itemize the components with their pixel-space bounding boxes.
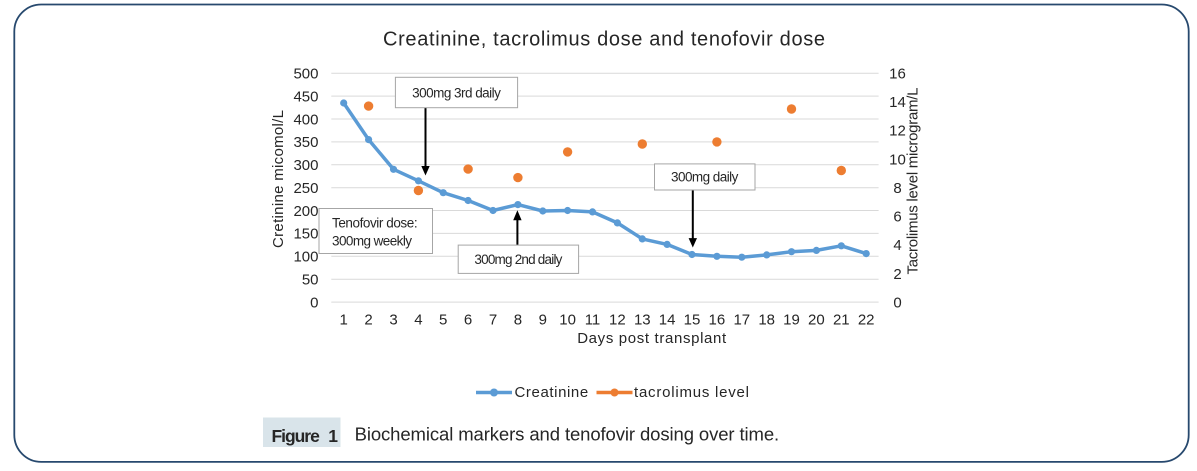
svg-text:10: 10 — [889, 151, 906, 168]
svg-text:50: 50 — [302, 272, 319, 289]
svg-text:20: 20 — [808, 311, 825, 328]
svg-text:Biochemical markers and tenofo: Biochemical markers and tenofovir dosing… — [355, 424, 780, 445]
svg-text:5: 5 — [439, 311, 447, 328]
svg-text:17: 17 — [733, 311, 750, 328]
svg-text:300: 300 — [293, 157, 318, 174]
svg-text:10: 10 — [559, 311, 576, 328]
svg-text:8: 8 — [514, 311, 522, 328]
svg-text:15: 15 — [684, 311, 701, 328]
svg-text:Tacrolimus level microgram/L: Tacrolimus level microgram/L — [905, 88, 922, 275]
svg-text:12: 12 — [889, 123, 906, 140]
svg-text:0: 0 — [893, 294, 901, 311]
svg-text:350: 350 — [293, 134, 318, 151]
svg-text:Days post transplant: Days post transplant — [577, 330, 727, 347]
svg-text:Creatinine: Creatinine — [515, 384, 589, 401]
svg-text:8: 8 — [893, 180, 901, 197]
svg-text:300mg 3rd daily: 300mg 3rd daily — [412, 85, 501, 100]
svg-text:7: 7 — [489, 311, 497, 328]
svg-text:1: 1 — [340, 311, 348, 328]
svg-text:18: 18 — [758, 311, 775, 328]
svg-text:6: 6 — [893, 209, 901, 226]
svg-text:300mg weekly: 300mg weekly — [332, 234, 412, 249]
svg-text:22: 22 — [858, 311, 875, 328]
svg-text:4: 4 — [414, 311, 422, 328]
svg-text:300mg daily: 300mg daily — [671, 170, 739, 185]
svg-text:Cretinine micomol/L: Cretinine micomol/L — [270, 110, 287, 248]
svg-text:2: 2 — [364, 311, 372, 328]
svg-text:Creatinine, tacrolimus dose an: Creatinine, tacrolimus dose and tenofovi… — [383, 28, 825, 50]
svg-text:tacrolimus level: tacrolimus level — [634, 384, 749, 401]
svg-text:14: 14 — [889, 94, 906, 111]
svg-text:100: 100 — [293, 249, 318, 266]
svg-text:Figure: Figure — [272, 426, 321, 446]
svg-text:300mg 2nd daily: 300mg 2nd daily — [474, 252, 562, 267]
svg-text:9: 9 — [539, 311, 547, 328]
svg-text:6: 6 — [464, 311, 472, 328]
svg-text:0: 0 — [310, 294, 318, 311]
svg-text:4: 4 — [893, 237, 901, 254]
svg-text:13: 13 — [634, 311, 651, 328]
svg-text:11: 11 — [585, 311, 601, 328]
svg-text:1: 1 — [328, 426, 338, 446]
svg-text:16: 16 — [889, 66, 906, 83]
svg-text:21: 21 — [833, 311, 850, 328]
svg-text:150: 150 — [293, 226, 318, 243]
svg-text:500: 500 — [293, 66, 318, 83]
svg-text:14: 14 — [659, 311, 676, 328]
svg-text:200: 200 — [293, 203, 318, 220]
svg-text:19: 19 — [783, 311, 800, 328]
svg-text:16: 16 — [709, 311, 726, 328]
svg-text:3: 3 — [389, 311, 397, 328]
svg-text:250: 250 — [293, 180, 318, 197]
svg-text:2: 2 — [893, 266, 901, 283]
svg-text:400: 400 — [293, 111, 318, 128]
svg-text:450: 450 — [293, 88, 318, 105]
svg-text:Tenofovir dose:: Tenofovir dose: — [332, 216, 418, 231]
svg-text:12: 12 — [609, 311, 626, 328]
